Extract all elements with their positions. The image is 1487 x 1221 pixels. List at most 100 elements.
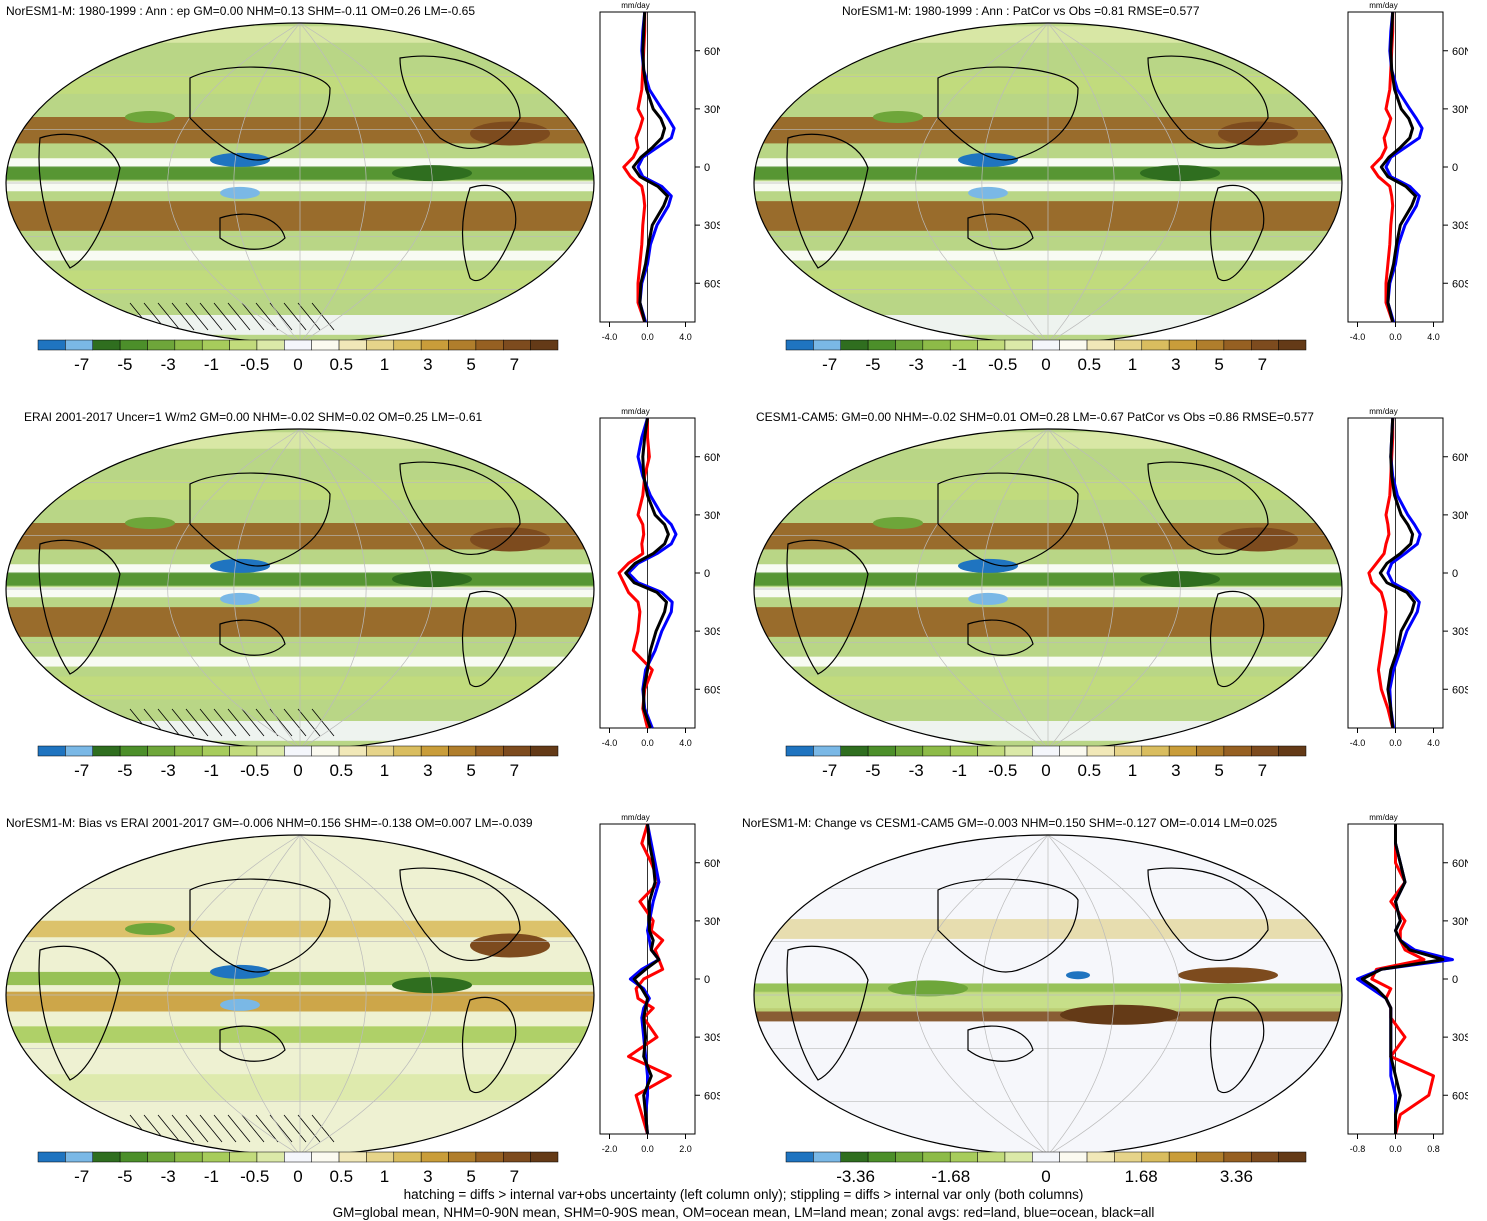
colorbar-cell	[256, 339, 285, 351]
colorbar-label: -0.5	[988, 761, 1017, 780]
colorbar-cell	[813, 1151, 841, 1163]
zonal-series-all	[624, 417, 670, 729]
y-tick-label: 60S	[1452, 278, 1468, 290]
panel-cesm: CESM1-CAM5: GM=0.00 NHM=-0.02 SHM=0.01 O…	[748, 406, 1487, 791]
y-tick-label: 60N	[704, 858, 720, 870]
colorbar-cell	[37, 339, 66, 351]
y-tick-label: 60S	[704, 1090, 720, 1102]
colorbar-label: -1	[952, 761, 967, 780]
zonal-series-land	[1367, 418, 1395, 729]
hatching-line	[213, 1114, 237, 1143]
panel-title: CESM1-CAM5: GM=0.00 NHM=-0.02 SHM=0.01 O…	[756, 410, 1314, 424]
colorbar-label: 1	[380, 355, 389, 374]
zonal-unit-label: mm/day	[1369, 407, 1397, 416]
colorbar-cell	[813, 745, 841, 757]
hatching-line	[199, 708, 223, 737]
colorbar-label: 3	[423, 355, 432, 374]
continent-outline	[399, 867, 521, 961]
continent-outline	[38, 133, 121, 269]
colorbar-label: 7	[510, 1167, 519, 1186]
colorbar-cell	[475, 1151, 504, 1163]
continent-outline	[967, 619, 1034, 656]
colorbar: -7 -5 -3 -1 -0.5 0 0.5 1 3 5 7	[37, 1151, 559, 1186]
continent-outline	[1209, 184, 1265, 282]
continent-outline	[1209, 996, 1265, 1094]
precip-blob	[873, 517, 923, 529]
hatching-line	[311, 708, 335, 737]
colorbar: -7 -5 -3 -1 -0.5 0 0.5 1 3 5 7	[785, 745, 1307, 780]
precip-blob	[125, 923, 175, 935]
colorbar-label: 3	[1171, 761, 1180, 780]
hatching-line	[241, 708, 265, 737]
colorbar-cell	[1004, 745, 1033, 757]
continent-outline	[399, 55, 521, 149]
colorbar-label: -5	[865, 761, 880, 780]
hatching-line	[213, 302, 237, 331]
y-tick-label: 30S	[1452, 220, 1468, 232]
longitude-line	[233, 429, 301, 749]
colorbar-label: 5	[466, 761, 475, 780]
colorbar-label: -0.5	[240, 355, 269, 374]
colorbar-cell	[229, 1151, 258, 1163]
hatching-line	[255, 708, 279, 737]
colorbar-cell	[92, 1151, 121, 1163]
colorbar-cell	[366, 745, 395, 757]
colorbar-label: 0	[1041, 1167, 1050, 1186]
y-tick-label: 30N	[1452, 510, 1468, 522]
colorbar-label: -1	[204, 761, 219, 780]
panel-title: NorESM1-M: 1980-1999 : Ann : ep GM=0.00 …	[6, 4, 476, 18]
colorbar-label: -0.5	[240, 761, 269, 780]
y-tick-label: 0	[704, 974, 710, 986]
colorbar-label: -3	[161, 355, 176, 374]
colorbar-label: 0.5	[1077, 761, 1101, 780]
colorbar-cell	[1196, 745, 1225, 757]
map-field	[6, 429, 594, 749]
zonal-unit-label: mm/day	[621, 813, 649, 822]
colorbar-cell	[420, 745, 449, 757]
colorbar-cell	[1086, 339, 1115, 351]
footer-note-means: GM=global mean, NHM=0-90N mean, SHM=0-90…	[332, 1205, 1155, 1220]
colorbar-cell	[785, 339, 814, 351]
colorbar-cell	[1032, 339, 1060, 351]
continent-outline	[967, 213, 1034, 250]
colorbar-cell	[530, 1151, 559, 1163]
y-tick-label: 30S	[704, 1032, 720, 1044]
longitude-line	[233, 835, 301, 1155]
hatching-line	[283, 302, 307, 331]
x-tick-label: 0.8	[1427, 1144, 1440, 1152]
colorbar-cell	[174, 1151, 203, 1163]
colorbar-cell	[503, 1151, 531, 1163]
colorbar-cell	[785, 1151, 814, 1163]
y-tick-label: 30N	[704, 916, 720, 928]
precip-blob	[210, 964, 270, 979]
colorbar-cell	[895, 339, 924, 351]
colorbar-cell	[949, 1151, 978, 1163]
colorbar: -7 -5 -3 -1 -0.5 0 0.5 1 3 5 7	[37, 339, 559, 374]
x-tick-label: -4.0	[1350, 738, 1366, 746]
y-tick-label: 30S	[704, 626, 720, 638]
precip-blob	[470, 527, 550, 552]
global-map	[753, 428, 1343, 750]
colorbar-label: -7	[822, 761, 837, 780]
colorbar-label: -3	[161, 1167, 176, 1186]
colorbar-cell	[174, 339, 203, 351]
global-map	[5, 22, 595, 344]
colorbar-cell	[1278, 1151, 1307, 1163]
colorbar-cell	[174, 745, 203, 757]
continent-outline	[937, 878, 1079, 973]
colorbar-cell	[840, 1151, 869, 1163]
zonal-series-all	[1360, 824, 1445, 1134]
hatching-line	[185, 1114, 209, 1143]
colorbar-cell	[895, 1151, 924, 1163]
colorbar-cell	[420, 339, 449, 351]
colorbar: -7 -5 -3 -1 -0.5 0 0.5 1 3 5 7	[37, 745, 559, 780]
colorbar-cell	[1223, 1151, 1252, 1163]
zonal-unit-label: mm/day	[1369, 813, 1397, 822]
y-tick-label: 0	[1452, 974, 1458, 986]
x-tick-label: -4.0	[602, 332, 618, 340]
y-tick-label: 60S	[704, 278, 720, 290]
y-tick-label: 60N	[704, 452, 720, 464]
colorbar-cell	[530, 339, 559, 351]
precip-blob	[210, 558, 270, 573]
colorbar-cell	[256, 745, 285, 757]
